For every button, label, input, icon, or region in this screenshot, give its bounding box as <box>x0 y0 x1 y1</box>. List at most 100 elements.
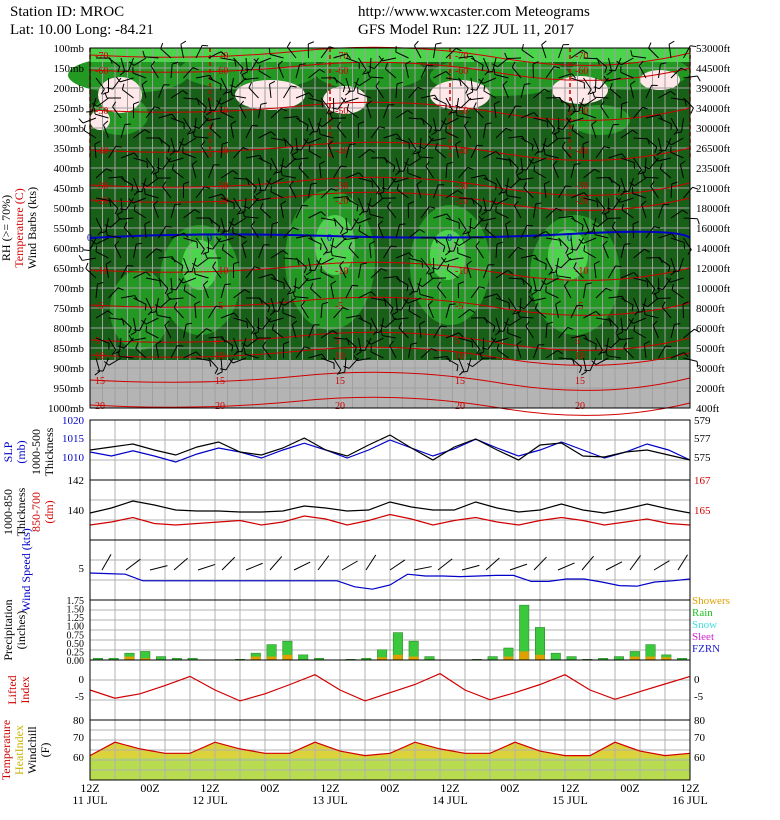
wind-barb-flag <box>228 358 234 364</box>
wind-barb <box>95 310 109 319</box>
wind-barb <box>670 183 673 199</box>
wind-barb-flag <box>167 146 171 153</box>
wind-barb-flag <box>369 148 375 153</box>
wind-barb-flag <box>595 311 601 316</box>
wind-barb <box>308 97 323 103</box>
wind-barb <box>508 247 519 259</box>
wind-barb-flag <box>232 170 238 175</box>
wind-barb-flag <box>236 350 243 353</box>
wind-barb-flag <box>83 124 86 131</box>
station-id: Station ID: MROC <box>10 4 125 20</box>
temperature-label: 5 <box>95 336 100 347</box>
wind-barb <box>358 230 372 239</box>
wind-barb-flag <box>118 345 125 349</box>
wind-barb-flag <box>133 329 140 331</box>
wind-barb <box>650 186 659 199</box>
wind-barb-flag <box>634 310 640 316</box>
wind-barb <box>595 197 606 210</box>
showers-bar <box>124 656 135 660</box>
date-label: 14 JUL <box>432 793 468 807</box>
wind-barb-flag <box>603 146 610 149</box>
wind-barb-flag <box>94 140 101 145</box>
wind-barb <box>433 325 442 339</box>
wind-barb-flag <box>541 280 547 285</box>
wind-barb <box>158 137 170 147</box>
wind-barb-flag <box>339 228 344 234</box>
wind-barb <box>487 337 497 350</box>
wind-barb-flag <box>268 48 271 55</box>
wind-barb <box>658 257 671 267</box>
wind-barb-flag <box>303 267 307 274</box>
wind-barb-flag <box>524 83 531 85</box>
wind-barb-flag <box>308 41 314 45</box>
wind-barb <box>366 104 372 119</box>
wind-barb <box>170 90 184 99</box>
wind-barb <box>533 204 537 219</box>
wind-barb <box>583 217 590 232</box>
wind-barb <box>158 113 173 119</box>
wind-barb <box>307 277 322 282</box>
precip-tick: 0.25 <box>67 647 85 658</box>
wind-barb-flag <box>327 140 333 146</box>
wind-barb <box>445 237 451 252</box>
wind-barb <box>558 73 572 79</box>
wind-barb <box>545 207 557 219</box>
wind-barb <box>407 172 422 179</box>
precip-tick: 0.75 <box>67 630 85 641</box>
wind-barb <box>570 334 585 339</box>
wind-barb-flag <box>379 192 383 199</box>
date-label: 15 JUL <box>552 793 588 807</box>
wind-barb-flag <box>253 195 258 201</box>
wind-barb-flag <box>203 107 207 114</box>
wind-barb-flag <box>283 341 290 345</box>
wind-barb <box>645 114 660 119</box>
wind-barb-flag <box>127 265 134 267</box>
wind-barb <box>583 310 597 319</box>
wind-barb <box>395 224 401 239</box>
wind-barb <box>532 157 547 164</box>
wind-barb <box>502 84 509 99</box>
wind-barb <box>644 314 659 319</box>
site-url[interactable]: http://www.wxcaster.com Meteograms <box>358 4 590 20</box>
wind-barb-flag <box>623 342 627 349</box>
wind-barb <box>153 204 159 219</box>
wind-barb <box>233 337 239 352</box>
wind-barb <box>516 344 522 359</box>
wind-barb-flag <box>479 352 483 359</box>
wind-barb <box>420 206 430 219</box>
wind-barb-flag <box>616 60 622 66</box>
lifted-index-line <box>89 672 691 702</box>
wind-barb-flag <box>571 73 576 79</box>
temperature-label: -20 <box>575 196 588 207</box>
wind-barb <box>647 297 659 308</box>
wind-barb-flag <box>475 241 480 247</box>
wind-barb-flag <box>330 249 333 256</box>
showers-bar <box>393 654 403 660</box>
wind-barb <box>232 357 247 364</box>
wind-barb-flag <box>83 249 90 251</box>
wind-barb <box>594 96 609 99</box>
wind-barb-flag <box>224 283 231 286</box>
showers-bar <box>630 656 640 660</box>
wind-barb <box>191 164 197 179</box>
wind-barb-flag <box>509 160 512 167</box>
wind-barb <box>300 137 309 151</box>
wind-barb-flag <box>421 261 424 268</box>
wind-barb-flag <box>652 320 658 326</box>
wind-barb <box>270 297 276 312</box>
wind-barb <box>570 164 575 179</box>
wind-barb <box>533 170 547 179</box>
wind-barb <box>145 157 155 170</box>
wind-barb-flag <box>152 171 159 175</box>
wind-barb <box>395 252 410 259</box>
wind-barb-flag <box>111 349 117 356</box>
temperature-label: -60 <box>95 66 108 77</box>
temperature-label: 20 <box>575 401 585 412</box>
wind-barb <box>160 297 172 308</box>
wind-barb-flag <box>206 328 212 332</box>
wind-barb <box>270 108 282 119</box>
wind-barb <box>145 331 159 339</box>
wind-barb-flag <box>565 247 569 254</box>
wind-barb <box>194 117 197 132</box>
wind-barb-flag <box>500 191 507 194</box>
